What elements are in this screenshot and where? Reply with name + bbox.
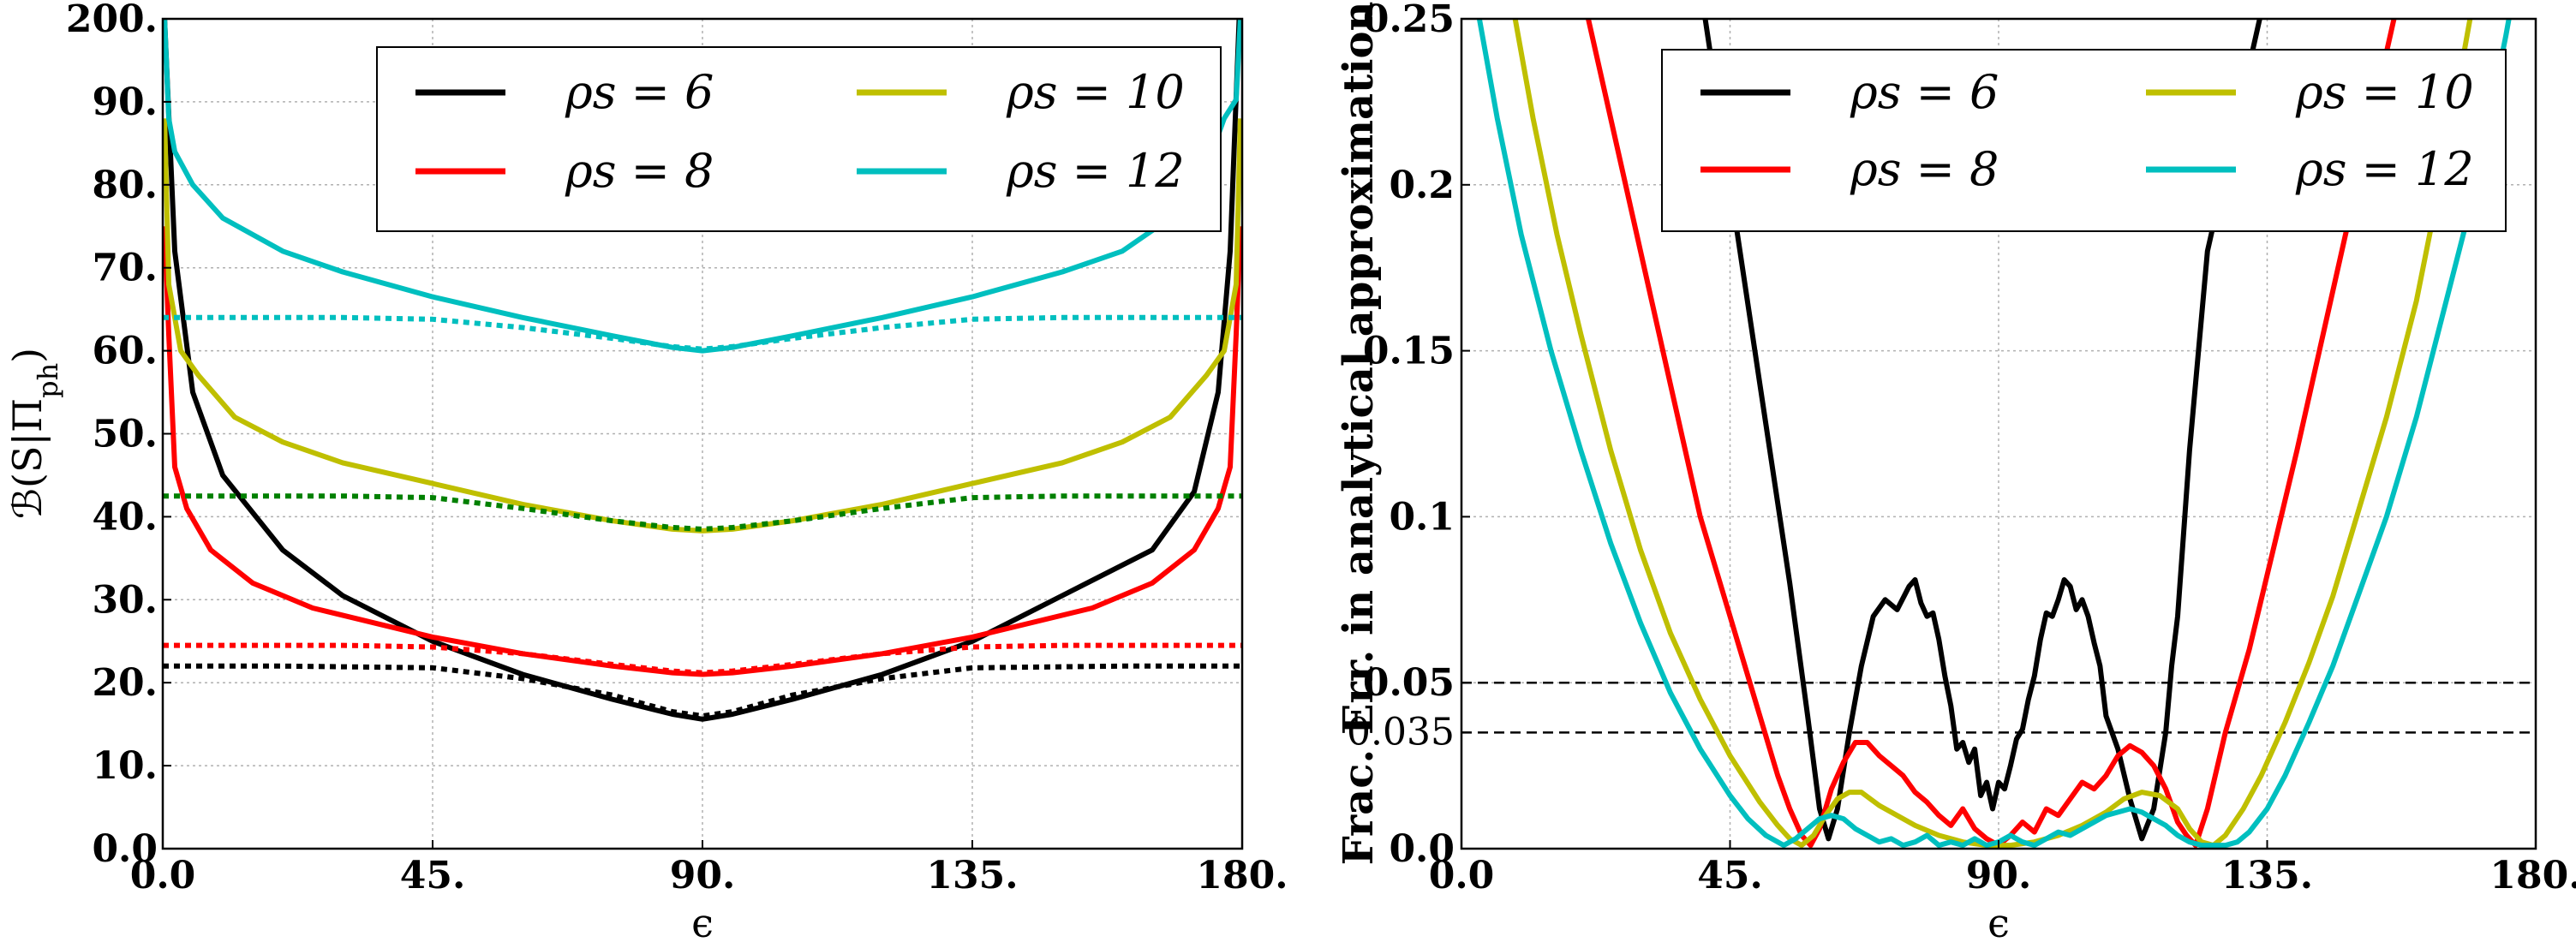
left-ticks: 0.0 45. 90. 135. 180. 0.0 10. 20. 30. 40. 50. 60. 70… <box>66 0 1288 897</box>
right-y-tick-label: 0.15 <box>1363 330 1455 373</box>
left-legend-label: ρs = 8 <box>565 144 714 198</box>
right-legend-label: ρs = 6 <box>1850 65 1999 119</box>
right-extra-tick-label: 0.035 <box>1347 710 1455 754</box>
left-y-tick-label: 50. <box>92 413 158 456</box>
right-legend-label: ρs = 12 <box>2295 142 2474 196</box>
right-series-line <box>1702 19 2262 842</box>
right-x-tick-label: 45. <box>1697 854 1763 897</box>
left-series-line <box>163 19 1242 722</box>
left-x-tick-label: 45. <box>400 854 466 897</box>
left-x-tick-label: 135. <box>926 854 1018 897</box>
left-series-line <box>163 118 1242 534</box>
right-x-tick-label: 90. <box>1966 854 2032 897</box>
left-x-tick-label: 90. <box>670 854 736 897</box>
left-y-axis-label: ℬ(S|Πph) <box>4 348 64 519</box>
right-x-axis-label: ϵ <box>1987 900 2010 942</box>
left-analytical-line <box>163 642 1242 676</box>
left-y-tick-label: 70. <box>92 247 158 290</box>
right-legend-label: ρs = 8 <box>1850 142 1999 196</box>
left-y-tick-label: 20. <box>92 661 158 705</box>
left-y-tick-label: 80. <box>92 164 158 207</box>
left-x-axis-label: ϵ <box>691 900 714 942</box>
left-y-tick-label: 60. <box>92 330 158 373</box>
right-chart: 0.0 45. 90. 135. 180. 0.0 0.05 0.1 0.15 0.2 0.25 0.… <box>1335 0 2576 942</box>
right-ticks: 0.0 45. 90. 135. 180. 0.0 0.05 0.1 0.15 0.2 0.25 0.… <box>1347 0 2576 897</box>
right-x-tick-label: 180. <box>2489 854 2576 897</box>
right-y-tick-label: 0.05 <box>1363 661 1455 705</box>
left-chart: 0.0 45. 90. 135. 180. 0.0 10. 20. 30. 40. 50. 60. 70… <box>4 0 1288 942</box>
left-y-tick-label: 200. <box>66 0 158 41</box>
right-y-axis-label: Frac. Err. in analytical approximation <box>1335 2 1383 866</box>
left-y-tick-label: 10. <box>92 744 158 788</box>
left-series-line <box>163 226 1242 677</box>
left-x-tick-label: 180. <box>1196 854 1288 897</box>
right-y-tick-label: 0.0 <box>1389 827 1455 871</box>
right-y-tick-label: 0.1 <box>1389 495 1455 539</box>
left-analytical-line <box>163 314 1242 352</box>
left-legend-label: ρs = 12 <box>1006 144 1185 198</box>
left-legend: ρs = 6 ρs = 8 ρs = 10 ρs = 12 <box>376 46 1222 232</box>
right-series-line <box>1476 19 2512 849</box>
left-analytical-line <box>163 493 1242 532</box>
left-legend-label: ρs = 10 <box>1006 65 1185 119</box>
left-y-tick-label: 90. <box>92 80 158 124</box>
left-analytical-line <box>163 663 1242 718</box>
right-y-tick-label: 0.2 <box>1389 164 1455 207</box>
left-x-tick-label: 0.0 <box>130 854 196 897</box>
right-legend-box <box>1661 49 2507 232</box>
right-threshold-lines <box>1461 681 2536 734</box>
right-legend-label: ρs = 10 <box>2295 65 2474 119</box>
left-y-tick-label: 0.0 <box>92 827 158 871</box>
left-y-tick-label: 40. <box>92 495 158 539</box>
left-legend-label: ρs = 6 <box>565 65 714 119</box>
left-y-tick-label: 30. <box>92 578 158 622</box>
right-y-tick-label: 0.25 <box>1363 0 1455 41</box>
right-legend: ρs = 6 ρs = 8 ρs = 10 ρs = 12 <box>1661 49 2507 232</box>
right-series <box>1476 19 2512 849</box>
right-x-tick-label: 135. <box>2221 854 2313 897</box>
left-legend-box <box>376 46 1222 232</box>
right-x-tick-label: 0.0 <box>1429 854 1495 897</box>
